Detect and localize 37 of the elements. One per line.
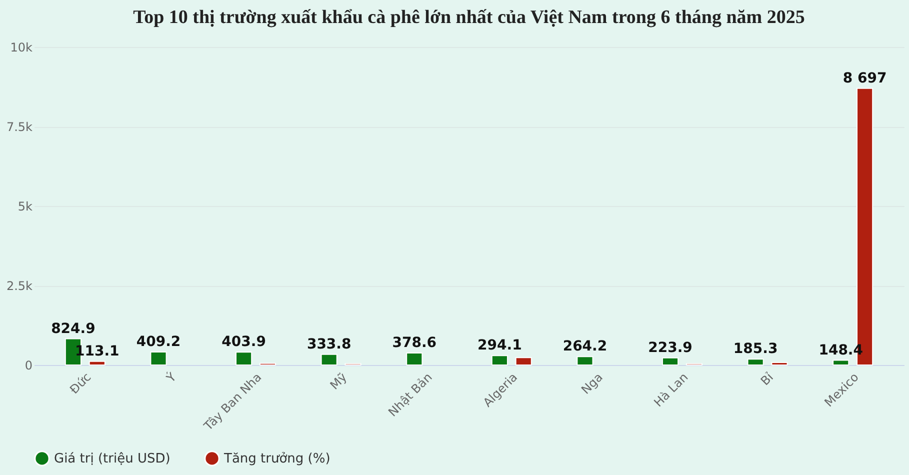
bar — [576, 356, 594, 366]
data-label: 333.8 — [306, 336, 352, 352]
data-label: 294.1 — [478, 338, 522, 354]
bar — [236, 352, 252, 366]
bar — [771, 362, 788, 366]
bar — [88, 360, 106, 366]
bar — [515, 357, 532, 366]
x-tick-label: Tây Ban Nha — [200, 370, 264, 434]
bar — [832, 360, 850, 366]
data-label: 223.9 — [648, 340, 692, 356]
legend-label: Tăng trưởng (%) — [223, 451, 330, 466]
y-tick-label: 7.5k — [6, 120, 33, 134]
bar — [320, 354, 338, 366]
x-tick-label: Nga — [578, 370, 606, 397]
x-tick-label: Hà Lan — [651, 370, 691, 410]
x-tick-label: Ý — [162, 368, 180, 386]
y-tick-label: 5k — [18, 200, 33, 214]
data-label: 8 697 — [842, 70, 887, 86]
data-label: 824.9 — [51, 320, 96, 337]
bar — [406, 352, 423, 366]
chart-title: Top 10 thị trường xuất khẩu cà phê lớn nhất của Việt Nam trong 6 tháng năm 2025 — [133, 7, 805, 28]
x-tick-label: Bỉ — [758, 370, 776, 388]
x-tick-label: Mỹ — [327, 370, 350, 392]
y-tick-label: 10k — [10, 40, 33, 54]
y-tick-label: 2.5k — [6, 279, 33, 293]
data-label: 378.6 — [392, 334, 437, 351]
data-label: 264.2 — [562, 338, 608, 355]
bar — [150, 351, 167, 366]
y-tick-label: 0 — [24, 358, 32, 372]
bar — [491, 355, 508, 366]
data-label: 409.2 — [136, 334, 181, 350]
legend-label: Giá trị (triệu USD) — [54, 451, 170, 466]
bar — [747, 358, 764, 366]
data-label: 403.9 — [222, 334, 266, 350]
x-tick-label: Đức — [67, 370, 94, 397]
data-label: 185.3 — [733, 341, 778, 358]
bar — [662, 357, 679, 366]
